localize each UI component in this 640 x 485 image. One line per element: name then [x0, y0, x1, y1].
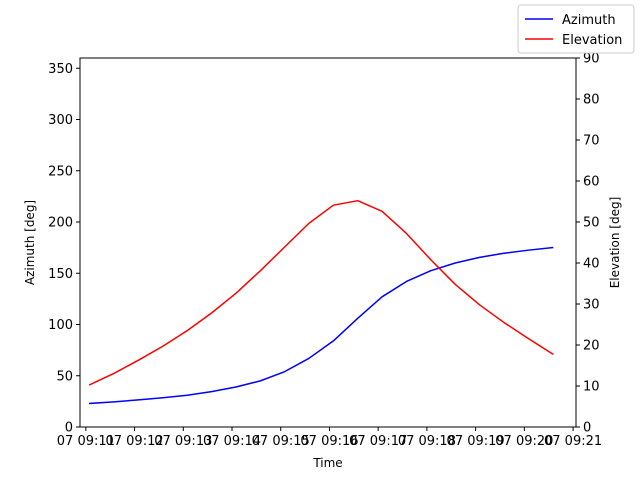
- plot-frame: [79, 57, 577, 428]
- y-left-tick-label: 200: [48, 216, 73, 231]
- x-tick-label: 07 09:18: [398, 434, 456, 449]
- x-tick-label: 07 09:19: [447, 434, 505, 449]
- x-tick-label: 07 09:21: [544, 434, 602, 449]
- y-right-tick-label: 60: [583, 175, 600, 190]
- x-tick-label: 07 09:20: [495, 434, 553, 449]
- y-right-tick-label: 50: [583, 216, 600, 231]
- y-right-tick-label: 70: [583, 134, 600, 149]
- x-tick-label: 07 09:15: [252, 434, 310, 449]
- x-tick-label: 07 09:14: [203, 434, 261, 449]
- series-line-azimuth: [88, 246, 554, 405]
- y-right-axis-label: Elevation [deg]: [608, 197, 622, 289]
- series-line-elevation: [88, 199, 554, 386]
- legend-label-elevation: Elevation: [562, 33, 622, 48]
- y-left-tick-label: 300: [48, 113, 73, 128]
- y-right-tick-label: 30: [583, 298, 600, 313]
- x-axis-label: Time: [312, 456, 342, 470]
- y-left-tick-label: 100: [48, 318, 73, 333]
- y-right-tick-label: 10: [583, 380, 600, 395]
- legend-label-azimuth: Azimuth: [562, 13, 616, 28]
- y-right-tick-label: 80: [583, 93, 600, 108]
- series-lines: [88, 199, 554, 405]
- legend-box: [517, 4, 635, 54]
- y-left-tick-label: 150: [48, 267, 73, 282]
- y-left-tick-label: 50: [56, 369, 73, 384]
- legend: Azimuth Elevation: [517, 4, 635, 54]
- x-tick-label: 07 09:11: [57, 434, 115, 449]
- axes: [79, 57, 577, 428]
- y-right-tick-label: 40: [583, 257, 600, 272]
- y-right-tick-label: 0: [583, 421, 591, 436]
- x-tick-label: 07 09:16: [300, 434, 358, 449]
- y-right-tick-label: 20: [583, 339, 600, 354]
- y-left-tick-label: 250: [48, 164, 73, 179]
- y-left-tick-label: 0: [65, 421, 73, 436]
- x-tick-label: 07 09:17: [349, 434, 407, 449]
- y-right-tick-label: 90: [583, 52, 600, 67]
- x-tick-label: 07 09:13: [154, 434, 212, 449]
- x-tick-label: 07 09:12: [105, 434, 163, 449]
- y-left-tick-label: 350: [48, 62, 73, 77]
- y-left-axis-label: Azimuth [deg]: [23, 200, 37, 285]
